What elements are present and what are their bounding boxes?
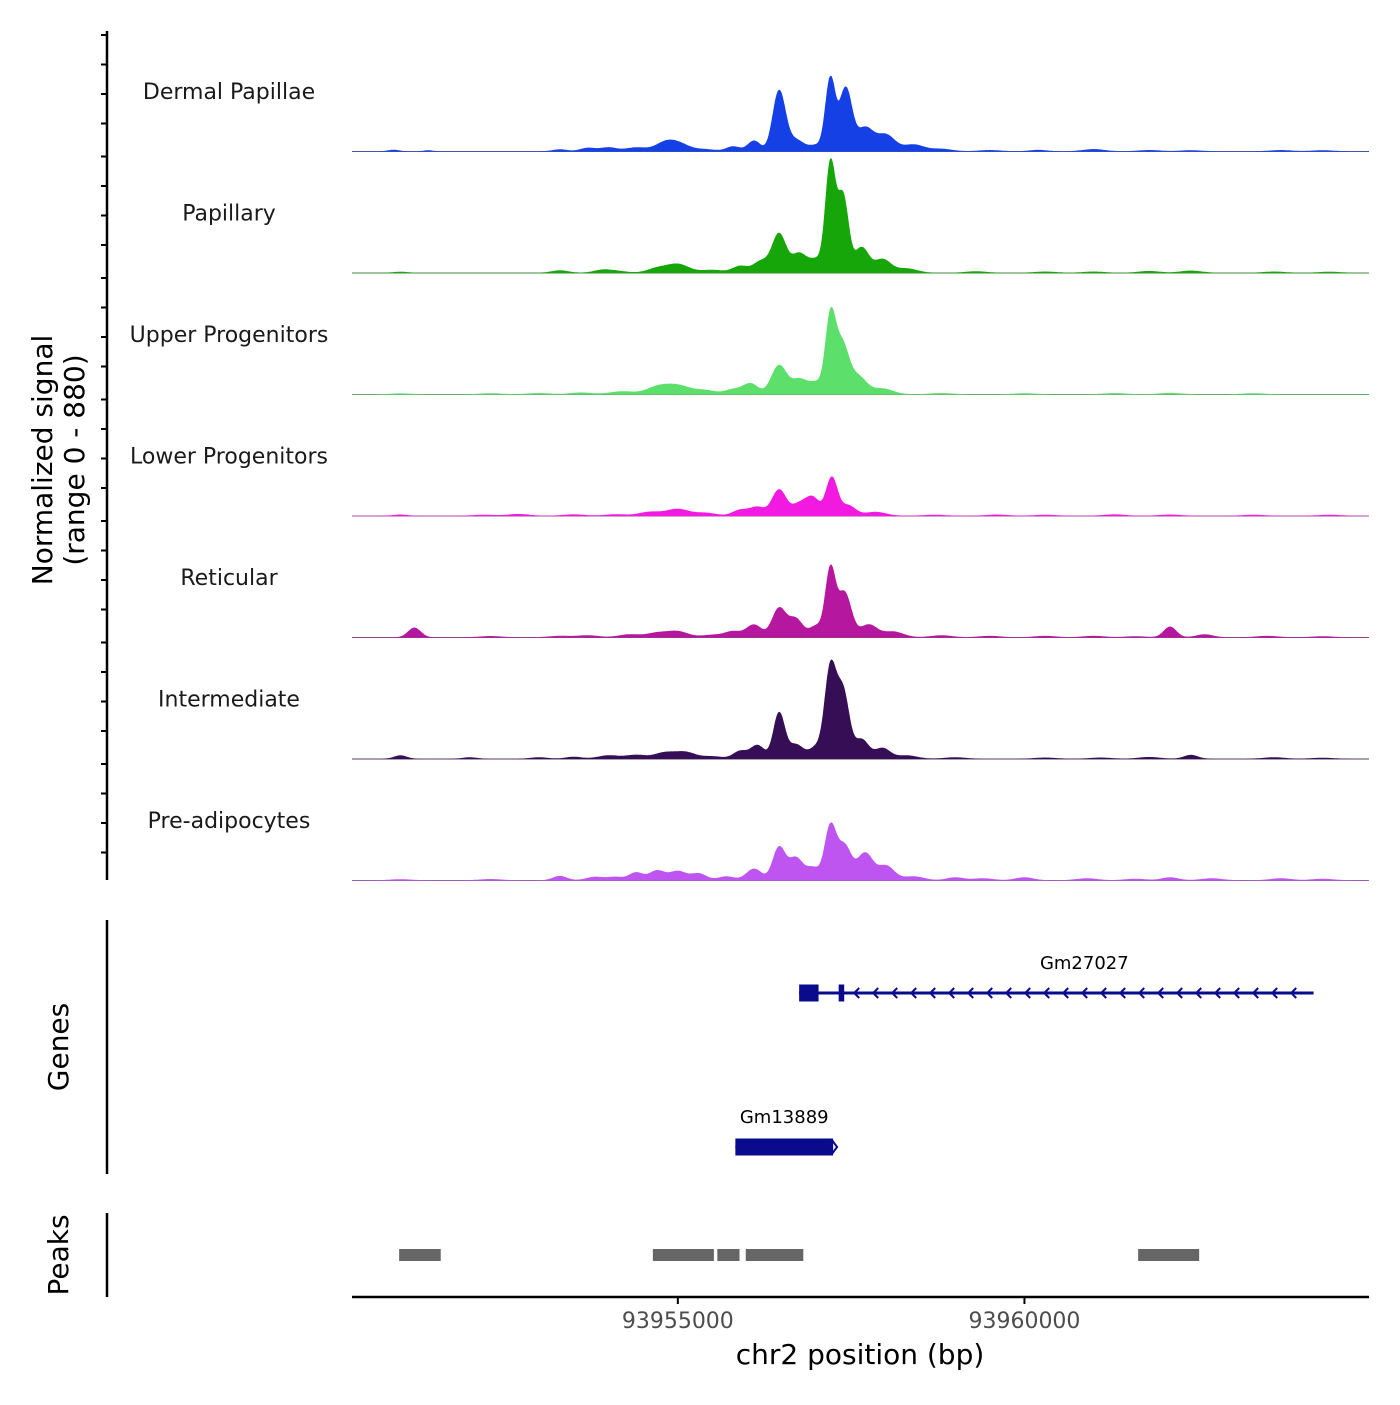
signal-axis-title-line2: (range 0 - 880) xyxy=(58,354,91,565)
strand-arrow xyxy=(1289,987,1297,999)
peak-region xyxy=(1138,1249,1200,1261)
track-label: Reticular xyxy=(180,566,278,591)
strand-arrow xyxy=(1099,987,1107,999)
gene-label: Gm13889 xyxy=(740,1107,829,1128)
track-2: Upper Progenitors xyxy=(130,306,1369,395)
strand-arrow xyxy=(890,987,898,999)
strand-arrow xyxy=(852,987,860,999)
strand-arrow xyxy=(1213,987,1221,999)
peaks-track xyxy=(399,1249,1200,1261)
strand-arrow xyxy=(909,987,917,999)
strand-arrow xyxy=(947,987,955,999)
strand-arrow xyxy=(817,1141,826,1153)
gene-exon xyxy=(838,984,845,1002)
strand-arrow xyxy=(1251,987,1259,999)
genes-axis-title: Genes xyxy=(42,1003,75,1091)
genes-track: Gm27027 Gm13889 xyxy=(735,953,1314,1156)
track-6: Pre-adipocytes xyxy=(148,809,1369,881)
peaks-axis-title: Peaks xyxy=(42,1214,75,1295)
signal-y-axis-ticks xyxy=(101,34,107,854)
peak-region xyxy=(717,1249,740,1261)
track-5: Intermediate xyxy=(158,659,1369,760)
peak-region xyxy=(745,1249,804,1261)
track-label: Papillary xyxy=(182,202,276,227)
strand-arrow xyxy=(1137,987,1145,999)
x-tick-label: 93955000 xyxy=(622,1309,734,1334)
track-area xyxy=(352,306,1369,395)
gene-exon xyxy=(735,1138,834,1156)
x-axis-title: chr2 position (bp) xyxy=(736,1338,985,1371)
track-area xyxy=(352,476,1369,517)
track-1: Papillary xyxy=(182,158,1369,274)
strand-arrow xyxy=(1232,987,1240,999)
strand-arrow xyxy=(966,987,974,999)
strand-arrow xyxy=(1061,987,1069,999)
x-tick-label: 93960000 xyxy=(968,1309,1080,1334)
strand-arrow xyxy=(1156,987,1164,999)
strand-arrow xyxy=(1023,987,1031,999)
track-area xyxy=(352,822,1369,881)
track-area xyxy=(352,564,1369,638)
strand-arrow xyxy=(760,1141,769,1153)
track-area xyxy=(352,158,1369,274)
strand-arrow xyxy=(830,1138,839,1156)
strand-arrow xyxy=(1042,987,1050,999)
track-area xyxy=(352,75,1369,152)
strand-arrow xyxy=(1118,987,1126,999)
gene-Gm27027: Gm27027 xyxy=(799,953,1314,1002)
strand-arrow xyxy=(1004,987,1012,999)
strand-arrow xyxy=(928,987,936,999)
peak-region xyxy=(652,1249,714,1261)
gene-Gm13889: Gm13889 xyxy=(735,1107,839,1156)
strand-arrow xyxy=(985,987,993,999)
track-3: Lower Progenitors xyxy=(130,445,1369,517)
track-label: Lower Progenitors xyxy=(130,445,328,470)
strand-arrow xyxy=(1194,987,1202,999)
gene-label: Gm27027 xyxy=(1040,953,1129,974)
signal-tracks: Dermal Papillae Papillary Upper Progenitor… xyxy=(130,75,1369,881)
strand-arrow xyxy=(871,987,879,999)
x-axis-ticks: 93955000 93960000 xyxy=(622,1297,1080,1334)
track-label: Intermediate xyxy=(158,688,300,713)
track-area xyxy=(352,659,1369,760)
track-0: Dermal Papillae xyxy=(143,75,1369,152)
strand-arrow xyxy=(798,1141,807,1153)
signal-axis-title-line1: Normalized signal xyxy=(26,335,59,586)
track-label: Upper Progenitors xyxy=(130,323,329,348)
track-label: Dermal Papillae xyxy=(143,80,315,105)
strand-arrow xyxy=(1270,987,1278,999)
strand-arrow xyxy=(1175,987,1183,999)
peak-region xyxy=(399,1249,441,1261)
track-4: Reticular xyxy=(180,564,1369,638)
gene-exon xyxy=(799,984,819,1002)
strand-arrow xyxy=(779,1141,788,1153)
strand-arrow xyxy=(741,1141,750,1153)
track-label: Pre-adipocytes xyxy=(148,809,311,834)
strand-arrow xyxy=(1080,987,1088,999)
